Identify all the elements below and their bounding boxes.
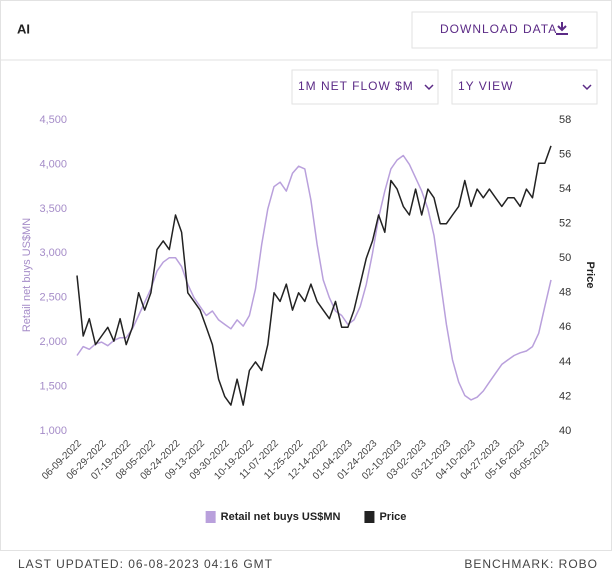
y-tick-label: 1,000 (39, 425, 67, 437)
y-tick-label: 4,500 (39, 114, 67, 126)
view-label[interactable]: 1Y VIEW (458, 79, 513, 93)
series-line (76, 145, 552, 406)
y-axis-title: Retail net buys US$MN (21, 218, 33, 332)
y-tick-label: 2,500 (39, 292, 67, 304)
view-box[interactable] (451, 69, 598, 105)
download-button[interactable]: DOWNLOAD DATA (411, 11, 598, 49)
y2-tick-label: 58 (559, 114, 571, 126)
y-tick-label: 1,500 (39, 380, 67, 392)
y2-tick-label: 46 (559, 321, 571, 333)
view-dropdown[interactable]: 1Y VIEW (451, 69, 598, 105)
y-tick-label: 3,500 (39, 203, 67, 215)
y2-tick-label: 50 (559, 252, 571, 264)
last-updated: LAST UPDATED: 06-08-2023 04:16 GMT (18, 557, 273, 571)
chevron[interactable] (424, 84, 434, 91)
legend-label: Retail net buys US$MN (221, 511, 341, 523)
y2-tick-label: 42 (559, 390, 571, 402)
y2-tick-label: 48 (559, 287, 571, 299)
header-title: AI (17, 21, 30, 36)
y2-tick-label: 44 (559, 356, 571, 368)
y-tick-label: 4,000 (39, 158, 67, 170)
download-icon[interactable] (556, 22, 568, 35)
y2-tick-label: 56 (559, 148, 571, 160)
chevron[interactable] (582, 84, 592, 91)
metric-box[interactable] (291, 69, 439, 105)
y-tick-label: 2,000 (39, 336, 67, 348)
y2-tick-label: 52 (559, 218, 571, 230)
legend: Retail net buys US$MN Price (205, 511, 406, 523)
download-box[interactable] (411, 11, 598, 49)
y-tick-label: 3,000 (39, 247, 67, 259)
metric-label[interactable]: 1M NET FLOW $M (298, 79, 414, 93)
y2-tick-label: 54 (559, 183, 571, 195)
legend-swatch (205, 511, 216, 523)
download-label[interactable]: DOWNLOAD DATA (440, 22, 557, 36)
metric-dropdown[interactable]: 1M NET FLOW $M (291, 69, 439, 105)
series-line (76, 154, 552, 401)
y2-tick-label: 40 (559, 425, 571, 437)
y2-axis-title: Price (584, 262, 596, 289)
benchmark: BENCHMARK: ROBO (464, 557, 598, 571)
legend-label: Price (379, 511, 406, 523)
legend-swatch (364, 511, 375, 523)
